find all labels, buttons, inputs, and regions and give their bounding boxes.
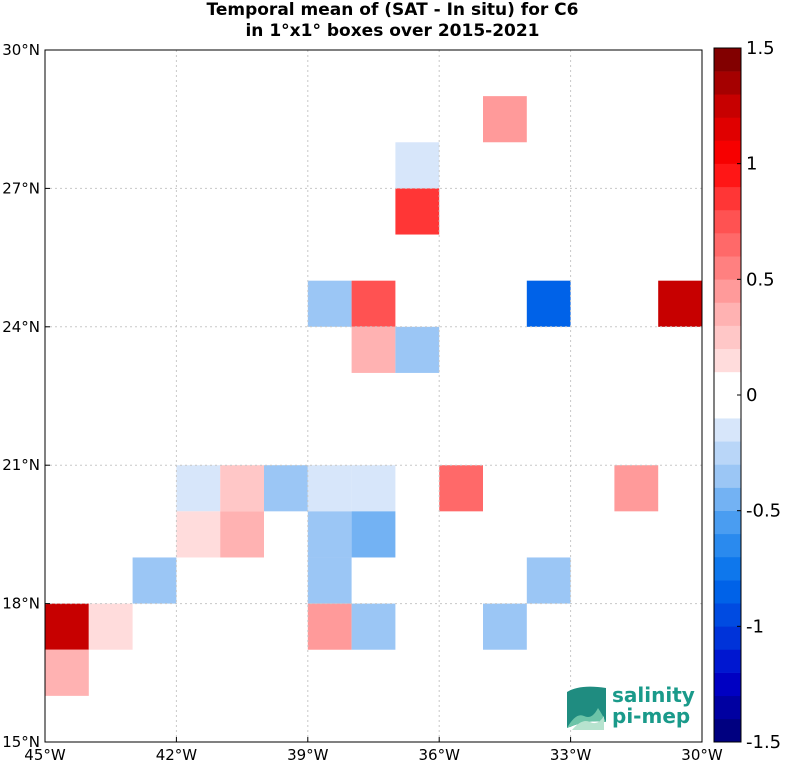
heatmap-cell bbox=[658, 280, 702, 327]
colorbar-swatch bbox=[714, 441, 741, 465]
colorbar-swatch bbox=[714, 672, 741, 697]
heatmap-cell bbox=[307, 557, 352, 604]
chart-title-line1: Temporal mean of (SAT - In situ) for C6 bbox=[206, 0, 579, 20]
y-tick-label: 24°N bbox=[2, 318, 40, 336]
colorbar-swatch bbox=[714, 371, 741, 396]
colorbar-swatch bbox=[714, 533, 741, 558]
heatmap-cell bbox=[220, 511, 264, 558]
colorbar-swatch bbox=[714, 302, 741, 326]
x-tick-label: 30°W bbox=[681, 746, 723, 763]
gridlines bbox=[45, 50, 702, 742]
x-tick-label: 39°W bbox=[287, 746, 329, 763]
logo-text-salinity: salinity bbox=[612, 683, 695, 707]
heatmap-cell bbox=[395, 142, 440, 189]
y-tick-label: 21°N bbox=[2, 456, 40, 474]
heatmap-cell bbox=[351, 326, 396, 373]
colorbar-tick-label: 1.5 bbox=[746, 38, 775, 59]
data-cells bbox=[45, 96, 702, 696]
colorbar-swatch bbox=[714, 649, 741, 673]
colorbar-swatch bbox=[714, 580, 741, 604]
colorbar-swatch bbox=[714, 163, 741, 188]
colorbar-swatch bbox=[714, 325, 741, 350]
colorbar-swatch bbox=[714, 94, 741, 118]
colorbar-swatch bbox=[714, 510, 741, 535]
x-tick-label: 33°W bbox=[550, 746, 592, 763]
heatmap-cell bbox=[483, 603, 527, 650]
heatmap-cell bbox=[45, 649, 89, 696]
colorbar-swatch bbox=[714, 117, 741, 141]
colorbar-swatch bbox=[714, 695, 741, 720]
colorbar-swatch bbox=[714, 209, 741, 234]
heatmap-cell bbox=[439, 465, 483, 512]
colorbar-swatch bbox=[714, 395, 741, 419]
colorbar-swatch bbox=[714, 256, 741, 280]
salinity-pimep-logo: salinity pi-mep bbox=[567, 683, 695, 730]
heatmap-cell bbox=[88, 603, 133, 650]
colorbar-tick-label: -1 bbox=[746, 616, 764, 637]
colorbar-swatch bbox=[714, 348, 741, 373]
y-tick-label: 15°N bbox=[2, 733, 40, 751]
plot-frame bbox=[44, 49, 703, 743]
heatmap-cell bbox=[264, 465, 308, 512]
colorbar-swatch bbox=[714, 186, 741, 211]
y-tick-label: 18°N bbox=[2, 595, 40, 613]
heatmap-cell bbox=[307, 511, 352, 558]
colorbar-tick-label: -0.5 bbox=[746, 501, 781, 522]
y-axis-ticks: 15°N 18°N 21°N 24°N 27°N 30°N bbox=[2, 41, 50, 751]
colorbar-swatch bbox=[714, 48, 741, 72]
heatmap-cell bbox=[526, 557, 571, 604]
logo-text-pimep: pi-mep bbox=[612, 704, 690, 728]
heatmap-cell bbox=[614, 465, 659, 512]
heatmap-cell bbox=[176, 465, 221, 512]
colorbar-tick-label: 1 bbox=[746, 154, 757, 175]
colorbar-swatch bbox=[714, 279, 741, 303]
heatmap-cell bbox=[307, 465, 352, 512]
y-tick-label: 30°N bbox=[2, 41, 40, 59]
heatmap-cell bbox=[176, 511, 221, 558]
colorbar-tick-label: 0 bbox=[746, 385, 757, 406]
colorbar-swatch bbox=[714, 140, 741, 164]
x-tick-label: 36°W bbox=[418, 746, 460, 763]
y-tick-label: 27°N bbox=[2, 179, 40, 197]
colorbar-swatch bbox=[714, 464, 741, 488]
colorbar-swatch bbox=[714, 233, 741, 257]
colorbar-tick-label: -1.5 bbox=[746, 732, 781, 753]
x-tick-label: 45°W bbox=[24, 746, 66, 763]
heatmap-cell bbox=[483, 96, 527, 143]
colorbar-swatch bbox=[714, 718, 741, 743]
heatmap-cell bbox=[526, 280, 571, 327]
colorbar-swatch bbox=[714, 556, 741, 581]
heatmap-cell bbox=[45, 603, 89, 650]
x-axis-ticks: 45°W 42°W 39°W 36°W 33°W 30°W bbox=[24, 737, 723, 763]
heatmap-cell bbox=[351, 603, 396, 650]
heatmap-cell bbox=[351, 280, 396, 327]
heatmap-cell bbox=[220, 465, 264, 512]
waves-logo-icon bbox=[567, 686, 606, 730]
colorbar-swatch bbox=[714, 71, 741, 95]
colorbar-swatch bbox=[714, 626, 741, 650]
heatmap-cell bbox=[395, 188, 440, 235]
colorbar-tick-label: 0.5 bbox=[746, 269, 775, 290]
colorbar-swatch bbox=[714, 487, 741, 511]
heatmap-cell bbox=[351, 465, 396, 512]
chart-title-line2: in 1°x1° boxes over 2015-2021 bbox=[245, 21, 540, 41]
heatmap-cell bbox=[307, 280, 352, 327]
heatmap-cell bbox=[351, 511, 396, 558]
colorbar-swatch bbox=[714, 603, 741, 627]
x-tick-label: 42°W bbox=[156, 746, 198, 763]
heatmap-cell bbox=[132, 557, 177, 604]
heatmap-cell bbox=[307, 603, 352, 650]
heatmap-cell bbox=[395, 326, 440, 373]
colorbar: 1.5 1 0.5 0 -0.5 -1 -1.5 bbox=[713, 38, 781, 753]
colorbar-swatch bbox=[714, 418, 741, 442]
